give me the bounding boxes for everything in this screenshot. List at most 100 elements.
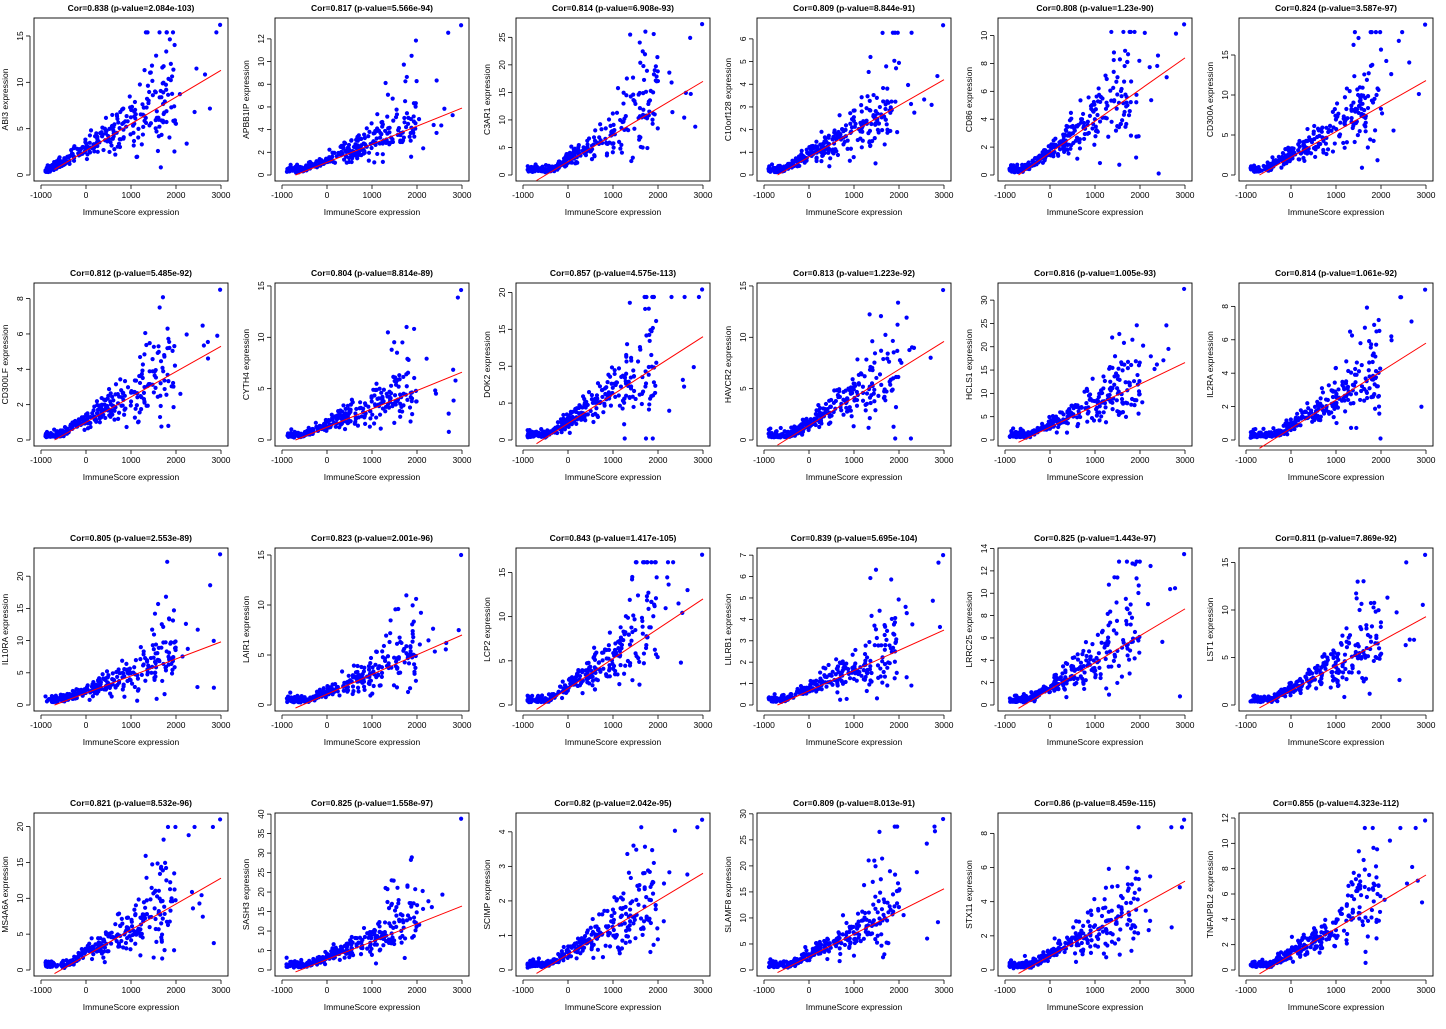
data-point [814,408,819,413]
data-point [826,133,831,138]
data-point [330,150,335,155]
data-point [387,639,392,645]
y-tick-label: 4 [256,127,266,132]
data-point [443,647,448,652]
data-point [156,134,161,139]
data-point [103,415,108,421]
data-point [317,157,322,162]
data-point [1407,60,1412,65]
data-point [136,135,141,140]
data-point [1305,126,1310,132]
data-point [809,422,814,428]
data-point [1092,142,1097,147]
data-point [595,678,600,683]
data-point [169,91,175,96]
data-point [288,690,293,695]
data-point [70,423,76,428]
data-point [1354,372,1359,377]
data-point [390,401,395,407]
data-point [352,675,357,680]
data-point [1106,134,1111,139]
data-point [342,140,347,145]
data-point [388,391,394,396]
data-point [775,166,781,171]
y-tick-label: 5 [738,595,748,600]
data-point [814,139,819,144]
data-point [414,79,419,84]
data-point [1340,382,1345,388]
data-point [654,74,659,79]
data-point [1109,29,1114,35]
data-point [149,63,155,68]
data-point [617,403,622,408]
data-point [631,374,636,379]
scatter-points [766,23,946,175]
data-point [402,120,407,125]
data-point [355,663,360,669]
data-point [637,134,642,139]
y-tick-label: 2 [15,402,25,407]
data-point [819,129,824,134]
data-point [184,141,189,146]
data-point [871,114,876,119]
data-point [1330,394,1336,400]
panel-title: Cor=0.804 (p-value=8.814e-89) [311,268,433,278]
data-point [651,31,656,37]
data-point [381,643,387,649]
data-point [596,660,601,665]
data-point [646,306,651,311]
data-point [69,148,74,153]
data-point [627,300,632,305]
data-point [570,677,576,682]
data-point [1069,403,1074,408]
x-tick-label: 3000 [453,720,472,730]
data-point [614,110,620,115]
data-point [362,687,367,693]
data-point [622,396,627,401]
data-point [132,99,138,105]
data-point [669,294,674,300]
data-point [877,372,883,377]
data-point [1272,429,1278,434]
data-point [192,109,197,115]
data-point [405,689,411,695]
data-point [288,162,293,167]
data-point [1389,338,1394,343]
data-point [665,560,671,565]
data-point [562,427,567,432]
data-point [357,406,362,411]
data-point [302,429,307,435]
data-point [377,683,382,688]
x-tick-label: 2000 [890,190,909,200]
data-point [1061,147,1067,152]
data-point [872,351,878,356]
data-point [1313,154,1318,160]
data-point [142,67,147,73]
data-point [682,294,687,300]
data-point [1353,380,1358,385]
data-point [647,98,653,103]
data-point [799,152,804,157]
data-point [164,87,169,92]
data-point [788,429,794,434]
data-point [202,72,208,77]
data-point [380,159,385,164]
data-point [88,424,93,430]
data-point [1326,129,1331,135]
regression-line [1259,80,1427,176]
data-point [413,104,418,109]
data-point [412,671,417,676]
data-point [116,410,122,415]
data-point [601,410,606,415]
data-point [62,156,67,161]
data-point [352,153,358,158]
data-point [163,594,169,599]
data-point [162,378,167,383]
x-tick-label: 2000 [890,720,909,730]
data-point [111,124,116,130]
data-point [941,287,946,293]
data-point [592,687,598,692]
data-point [1035,425,1040,431]
data-point [633,651,638,656]
data-point [1077,137,1083,142]
